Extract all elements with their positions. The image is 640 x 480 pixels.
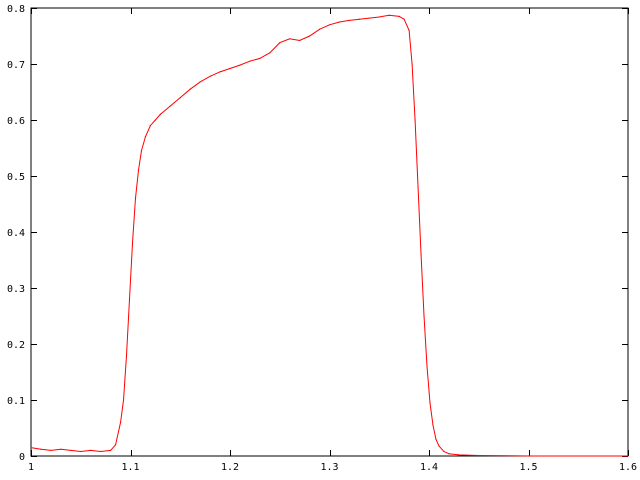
data-point: [627, 455, 629, 457]
y-tick-label: 0.7: [7, 60, 25, 71]
data-point: [125, 354, 128, 356]
y-tick-label: 0.3: [7, 284, 25, 295]
data-point: [154, 119, 156, 121]
data-point: [368, 17, 370, 19]
data-point: [137, 169, 140, 171]
data-point: [448, 453, 450, 455]
y-tick-label: 0.8: [7, 4, 25, 15]
y-tick-label: 0.5: [7, 172, 25, 183]
data-point: [269, 52, 271, 54]
data-point: [398, 15, 400, 17]
data-point: [114, 444, 117, 446]
data-point: [100, 450, 102, 453]
data-point: [438, 445, 440, 447]
y-axis-labels: 0 0.1 0.2 0.3 0.4 0.5 0.6 0.7 0.8: [7, 4, 25, 463]
y-tick-label: 0.1: [7, 396, 25, 407]
data-point: [420, 253, 422, 255]
y-axis-ticks: [31, 8, 628, 457]
data-point: [259, 57, 261, 60]
data-point: [169, 105, 171, 107]
data-point: [40, 448, 42, 450]
data-point: [149, 125, 151, 127]
data-point: [70, 449, 72, 451]
data-point: [358, 18, 360, 20]
data-point: [199, 81, 201, 83]
data-point: [417, 186, 419, 188]
data-point: [159, 113, 161, 115]
x-tick-label: 1.1: [121, 462, 139, 473]
y-tick-label: 0: [19, 452, 25, 463]
x-tick-label: 1.3: [320, 462, 338, 473]
data-point: [209, 75, 211, 77]
data-point: [426, 365, 428, 367]
data-point: [348, 19, 350, 21]
data-point: [140, 150, 143, 152]
data-point: [128, 298, 131, 300]
x-tick-label: 1.4: [420, 462, 438, 473]
data-point: [219, 71, 221, 73]
data-point: [131, 242, 134, 244]
data-point: [279, 42, 281, 44]
series-points: [30, 14, 629, 457]
x-axis-ticks: [31, 8, 629, 456]
x-tick-label: 1.2: [221, 462, 239, 473]
data-point: [122, 399, 125, 401]
data-point: [414, 119, 416, 121]
data-point: [443, 450, 445, 453]
data-point: [299, 39, 301, 42]
x-axis-labels: 1 1.1 1.2 1.3 1.4 1.5 1.6: [28, 462, 637, 473]
data-point: [30, 447, 32, 449]
y-tick-label: 0.6: [7, 116, 25, 127]
data-point: [338, 21, 341, 23]
data-point: [60, 448, 62, 450]
data-point: [309, 35, 311, 37]
data-point: [249, 60, 251, 62]
data-point: [144, 136, 147, 138]
data-point: [239, 64, 241, 66]
data-point: [388, 14, 390, 16]
data-point: [435, 438, 437, 440]
y-tick-label: 0.2: [7, 340, 25, 351]
x-tick-label: 1: [28, 462, 34, 473]
data-point: [318, 28, 321, 30]
data-point: [432, 424, 434, 426]
data-point: [429, 402, 431, 404]
data-point: [411, 63, 413, 65]
data-point: [289, 38, 291, 40]
data-point: [229, 67, 231, 70]
data-point: [119, 421, 122, 423]
data-point: [458, 454, 460, 456]
data-point: [403, 18, 405, 20]
data-point: [90, 449, 92, 451]
data-point: [478, 454, 480, 457]
data-point: [80, 450, 82, 453]
data-point: [134, 197, 137, 199]
data-point: [378, 16, 380, 18]
data-point: [50, 449, 52, 451]
data-point: [179, 97, 181, 99]
series-line: [30, 14, 628, 457]
x-tick-label: 1.5: [519, 462, 537, 473]
data-point: [110, 449, 112, 451]
data-point: [423, 315, 425, 317]
data-point: [527, 455, 530, 457]
data-point: [189, 88, 191, 90]
data-point: [328, 24, 331, 26]
y-tick-label: 0.4: [7, 228, 25, 239]
x-tick-label: 1.6: [619, 462, 637, 473]
data-point: [408, 29, 410, 31]
